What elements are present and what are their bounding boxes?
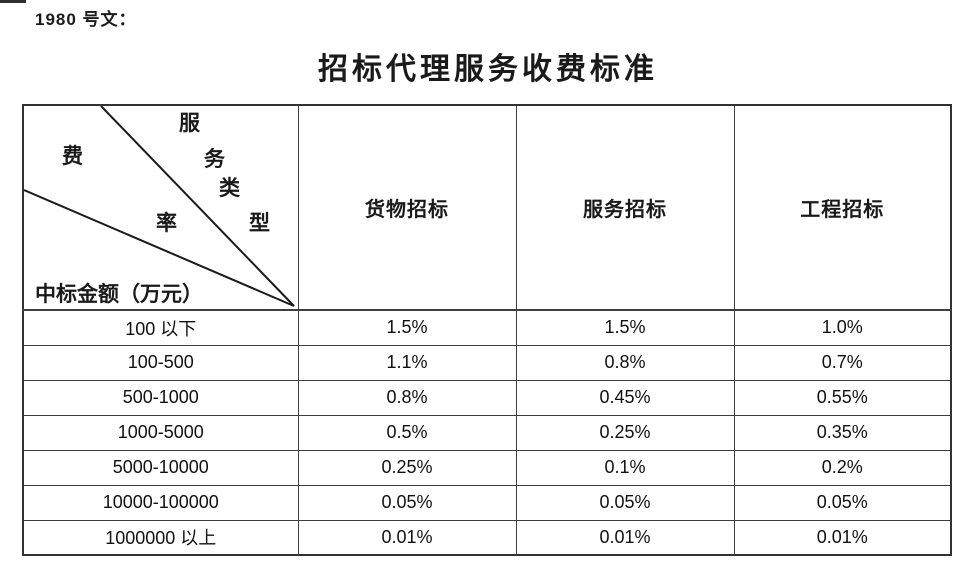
fee-cell: 0.8% xyxy=(297,379,517,416)
corner-amount-axis-label: 中标金额（万元） xyxy=(35,282,203,306)
fee-cell: 0.25% xyxy=(515,414,735,451)
diagonal-divider-lines xyxy=(24,106,295,307)
fee-cell: 1.5% xyxy=(297,309,517,346)
row-range-label: 100 以下 xyxy=(22,309,299,346)
fee-cell: 0.2% xyxy=(733,449,952,486)
scan-edge-artifact xyxy=(0,0,26,3)
row-range-label: 5000-10000 xyxy=(22,449,299,486)
row-range-label: 10000-100000 xyxy=(22,484,299,521)
row-range-label: 500-1000 xyxy=(22,379,299,416)
fee-cell: 0.5% xyxy=(297,414,517,451)
corner-char-wu: 务 xyxy=(204,147,225,171)
table-row: 5000-10000 0.25% 0.1% 0.2% xyxy=(22,449,952,486)
page-title: 招标代理服务收费标准 xyxy=(318,53,658,86)
corner-header-cell: 费 服 务 类 率 型 中标金额（万元） xyxy=(22,104,299,311)
corner-char-fu: 服 xyxy=(179,111,200,135)
fee-cell: 0.05% xyxy=(515,484,735,521)
fee-cell: 0.35% xyxy=(733,414,952,451)
fee-cell: 0.01% xyxy=(733,519,952,556)
corner-char-xing: 型 xyxy=(249,211,270,235)
table-row: 500-1000 0.8% 0.45% 0.55% xyxy=(22,379,952,416)
corner-char-lv: 率 xyxy=(156,211,177,235)
table-row: 1000000 以上 0.01% 0.01% 0.01% xyxy=(22,519,952,556)
column-header-goods: 货物招标 xyxy=(297,104,517,311)
fee-cell: 1.5% xyxy=(515,309,735,346)
fee-cell: 0.7% xyxy=(733,344,952,381)
row-range-label: 1000000 以上 xyxy=(22,519,299,556)
table-row: 1000-5000 0.5% 0.25% 0.35% xyxy=(22,414,952,451)
fee-cell: 0.8% xyxy=(515,344,735,381)
row-range-label: 1000-5000 xyxy=(22,414,299,451)
fee-cell: 0.05% xyxy=(733,484,952,521)
row-range-label: 100-500 xyxy=(22,344,299,381)
table-header-row: 费 服 务 类 率 型 中标金额（万元） 货物招标 服务招标 工程招标 xyxy=(22,104,952,311)
table-row: 100 以下 1.5% 1.5% 1.0% xyxy=(22,309,952,346)
fee-cell: 0.05% xyxy=(297,484,517,521)
corner-char-lei: 类 xyxy=(219,176,240,200)
column-header-engineering: 工程招标 xyxy=(733,104,952,311)
table-row: 100-500 1.1% 0.8% 0.7% xyxy=(22,344,952,381)
fee-cell: 1.1% xyxy=(297,344,517,381)
fee-cell: 0.25% xyxy=(297,449,517,486)
fee-cell: 0.45% xyxy=(515,379,735,416)
fee-table: 费 服 务 类 率 型 中标金额（万元） 货物招标 服务招标 工程招标 100 … xyxy=(22,104,952,556)
fee-cell: 0.01% xyxy=(515,519,735,556)
fee-cell: 0.01% xyxy=(297,519,517,556)
fee-cell: 1.0% xyxy=(733,309,952,346)
table-row: 10000-100000 0.05% 0.05% 0.05% xyxy=(22,484,952,521)
fee-cell: 0.55% xyxy=(733,379,952,416)
column-header-services: 服务招标 xyxy=(515,104,735,311)
fee-cell: 0.1% xyxy=(515,449,735,486)
document-reference: 1980 号文： xyxy=(35,10,137,29)
corner-char-fei: 费 xyxy=(62,144,83,168)
